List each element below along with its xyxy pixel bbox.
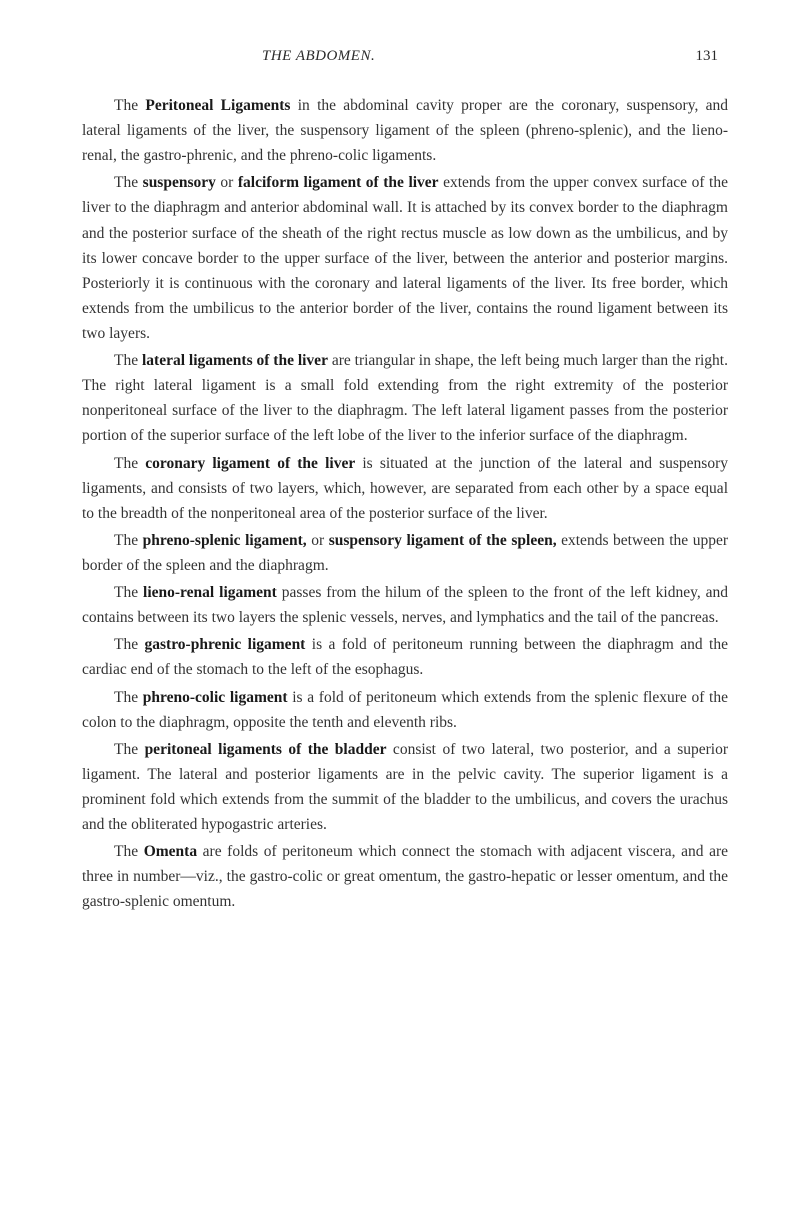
paragraph-1: The Peritoneal Ligaments in the abdomina…	[82, 93, 728, 168]
bold-term: lateral ligaments of the liver	[142, 352, 328, 369]
bold-term: Omenta	[144, 843, 197, 860]
paragraph-2: The suspensory or falciform ligament of …	[82, 170, 728, 346]
paragraph-4: The coronary ligament of the liver is si…	[82, 451, 728, 526]
bold-term: gastro-phrenic ligament	[145, 636, 306, 653]
bold-term: falciform ligament of the liver	[238, 174, 439, 191]
running-title: THE ABDOMEN.	[262, 48, 375, 65]
paragraph-8: The phreno-colic ligament is a fold of p…	[82, 685, 728, 735]
paragraph-5: The phreno-splenic ligament, or suspenso…	[82, 528, 728, 578]
page-header: THE ABDOMEN. 131	[82, 48, 728, 65]
bold-term: suspensory ligament of the spleen,	[329, 532, 557, 549]
bold-term: lieno-renal ligament	[143, 584, 277, 601]
bold-term: phreno-splenic ligament,	[143, 532, 307, 549]
bold-term: coronary ligament of the liver	[145, 455, 355, 472]
bold-term: peritoneal ligaments of the bladder	[145, 741, 387, 758]
page-content: The Peritoneal Ligaments in the abdomina…	[82, 93, 728, 915]
bold-term: suspensory	[143, 174, 216, 191]
bold-term: Peritoneal Ligaments	[145, 97, 290, 114]
paragraph-7: The gastro-phrenic ligament is a fold of…	[82, 632, 728, 682]
paragraph-10: The Omenta are folds of peritoneum which…	[82, 839, 728, 914]
paragraph-6: The lieno-renal ligament passes from the…	[82, 580, 728, 630]
paragraph-3: The lateral ligaments of the liver are t…	[82, 348, 728, 448]
paragraph-9: The peritoneal ligaments of the bladder …	[82, 737, 728, 837]
page-number: 131	[696, 48, 719, 65]
bold-term: phreno-colic ligament	[143, 689, 288, 706]
